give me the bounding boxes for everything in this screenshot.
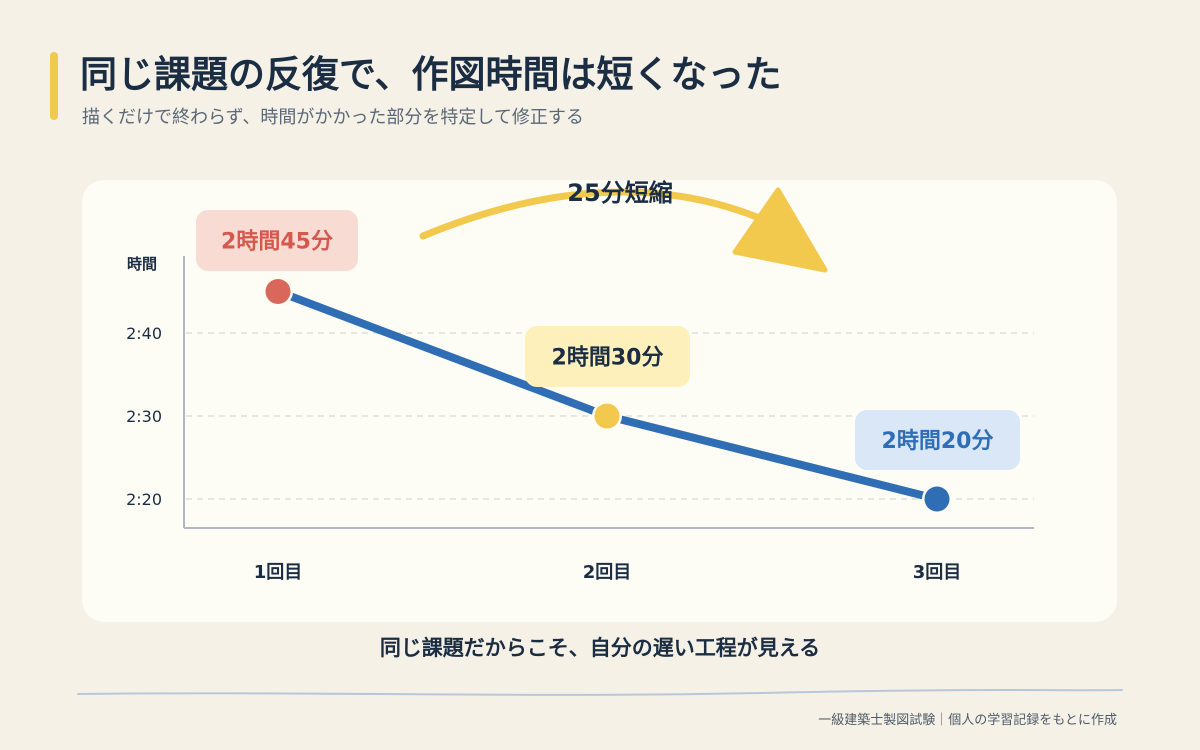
axes: 時間: [127, 255, 1034, 529]
page-subtitle: 描くだけで終わらず、時間がかかった部分を特定して修正する: [82, 107, 584, 128]
title-accent-bar: [50, 52, 58, 120]
arrow-curve: [419, 188, 794, 240]
chart-caption: 同じ課題だからこそ、自分の遅い工程が見える: [379, 636, 821, 660]
data-label-badge: [855, 410, 1020, 470]
data-point: [594, 403, 620, 429]
x-tick-label: 3回目: [913, 562, 962, 583]
y-tick-label: 2:30: [126, 407, 162, 426]
x-tick-label: 1回目: [254, 562, 303, 583]
series: [263, 276, 952, 514]
data-label: 2時間30分: [552, 346, 664, 371]
x-tick-label: 2回目: [583, 562, 632, 583]
footer-note: 一級建築士製図試験｜個人の学習記録をもとに作成: [818, 713, 1117, 728]
reduction-arrow: 25分短縮: [419, 179, 828, 273]
y-tick-label: 2:40: [126, 324, 162, 343]
data-label-badge: [525, 326, 690, 387]
y-axis-label: 時間: [127, 255, 157, 273]
data-point: [265, 279, 291, 304]
y-tick-label: 2:20: [126, 490, 162, 509]
data-point: [924, 486, 950, 512]
reduction-annotation: 25分短縮: [567, 179, 672, 207]
data-label: 2時間20分: [882, 429, 994, 454]
data-label: 2時間45分: [221, 230, 333, 255]
page-title: 同じ課題の反復で、作図時間は短くなった: [80, 53, 782, 96]
tick-labels: 2:20 2:30 2:40 1回目 2回目 3回目: [126, 324, 961, 583]
data-label-badge: [196, 210, 358, 271]
data-labels: 2時間45分 2時間30分 2時間20分: [196, 210, 1020, 470]
arrow-head-icon: [732, 187, 828, 273]
